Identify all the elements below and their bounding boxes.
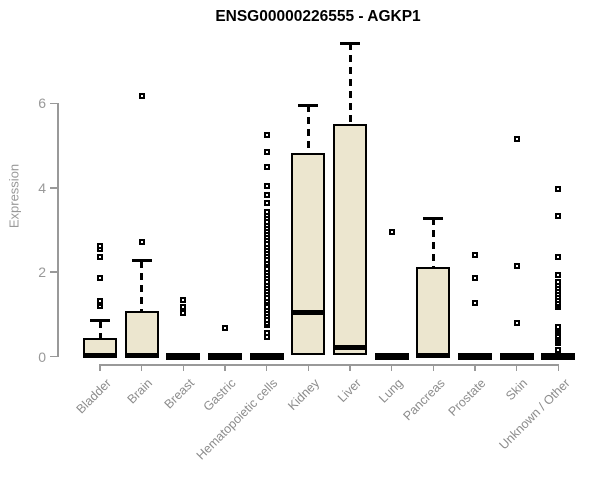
outlier-point xyxy=(180,310,187,317)
x-axis-line xyxy=(99,364,560,366)
outlier-point xyxy=(138,238,145,245)
y-tick-label: 6 xyxy=(38,95,46,112)
y-axis-tick xyxy=(50,187,58,189)
whisker-cap xyxy=(90,319,110,323)
outlier-point xyxy=(513,262,520,269)
x-axis-tick xyxy=(390,364,393,371)
zero-bar xyxy=(249,353,284,361)
outlier-point xyxy=(555,186,562,193)
y-axis-tick xyxy=(50,271,58,273)
outlier-point xyxy=(180,296,187,303)
upper-whisker xyxy=(348,43,352,125)
y-tick-label: 2 xyxy=(38,264,46,281)
x-category-label: Liver xyxy=(334,376,364,406)
outlier-point xyxy=(555,272,562,279)
outlier-point xyxy=(513,320,520,327)
x-category-label: Hematopoietic cells xyxy=(194,376,281,463)
x-category-label: Kidney xyxy=(285,376,323,413)
outlier-point xyxy=(555,253,562,260)
outlier-point xyxy=(263,182,270,189)
box-body xyxy=(291,153,326,356)
chart-title: ENSG00000226555 - AGKP1 xyxy=(215,8,421,25)
median-line xyxy=(333,344,368,350)
median-line xyxy=(124,352,159,358)
x-category-label: Lung xyxy=(376,376,406,406)
box-body xyxy=(416,266,451,357)
x-category-label: Gastric xyxy=(201,376,239,414)
outlier-point xyxy=(555,323,562,330)
x-category-label: Bladder xyxy=(73,376,114,417)
y-axis-label: Expression xyxy=(6,163,22,229)
upper-whisker xyxy=(140,260,144,312)
zero-bar xyxy=(374,353,409,361)
outlier-point xyxy=(97,274,103,281)
y-tick-label: 0 xyxy=(38,348,46,365)
outlier-point xyxy=(263,131,270,138)
x-category-label: Brain xyxy=(125,376,156,407)
x-axis-tick xyxy=(182,364,185,371)
median-line xyxy=(291,309,326,315)
outlier-point xyxy=(555,278,562,285)
x-axis-tick xyxy=(307,364,310,371)
x-axis-tick xyxy=(349,364,351,371)
zero-bar xyxy=(166,353,201,361)
zero-bar xyxy=(208,353,242,361)
outlier-point xyxy=(513,136,520,143)
x-category-label: Pancreas xyxy=(400,376,448,424)
x-category-label: Skin xyxy=(503,376,531,404)
outlier-point xyxy=(263,191,270,198)
outlier-point xyxy=(263,149,270,156)
zero-bar xyxy=(541,353,576,361)
outlier-point xyxy=(138,92,145,99)
upper-whisker xyxy=(98,320,102,339)
x-category-label: Breast xyxy=(161,376,198,412)
y-axis-tick xyxy=(50,355,58,358)
outlier-point xyxy=(555,346,562,353)
x-axis-tick xyxy=(474,364,476,371)
outlier-point xyxy=(263,199,270,206)
median-line xyxy=(83,352,117,358)
y-axis-tick xyxy=(50,102,58,105)
outlier-point xyxy=(263,209,270,216)
zero-bar xyxy=(499,353,534,361)
outlier-point xyxy=(97,297,103,304)
x-axis-tick xyxy=(265,364,268,371)
y-tick-label: 4 xyxy=(38,179,46,196)
x-axis-tick xyxy=(515,364,518,371)
outlier-point xyxy=(180,304,187,311)
x-axis-tick xyxy=(140,364,143,371)
x-axis-tick xyxy=(224,364,226,371)
outlier-point xyxy=(555,213,562,220)
y-axis-line xyxy=(57,103,59,357)
outlier-point xyxy=(222,324,228,331)
median-line xyxy=(416,352,451,358)
box-body xyxy=(124,311,159,357)
box-body xyxy=(333,124,368,355)
x-axis-tick xyxy=(432,364,435,371)
outlier-point xyxy=(263,330,270,337)
outlier-point xyxy=(472,275,479,282)
outlier-point xyxy=(263,163,270,170)
x-axis-tick xyxy=(557,364,560,371)
x-axis-tick xyxy=(99,364,101,371)
outlier-point xyxy=(472,300,479,307)
whisker-cap xyxy=(423,216,444,220)
outlier-point xyxy=(472,251,479,258)
whisker-cap xyxy=(340,41,361,45)
outlier-point xyxy=(97,243,103,250)
upper-whisker xyxy=(306,105,310,154)
outlier-point xyxy=(97,253,103,260)
x-category-label: Prostate xyxy=(446,376,489,419)
outlier-point xyxy=(388,229,395,236)
zero-bar xyxy=(458,353,493,361)
upper-whisker xyxy=(431,218,435,267)
whisker-cap xyxy=(298,103,319,107)
whisker-cap xyxy=(131,259,152,263)
